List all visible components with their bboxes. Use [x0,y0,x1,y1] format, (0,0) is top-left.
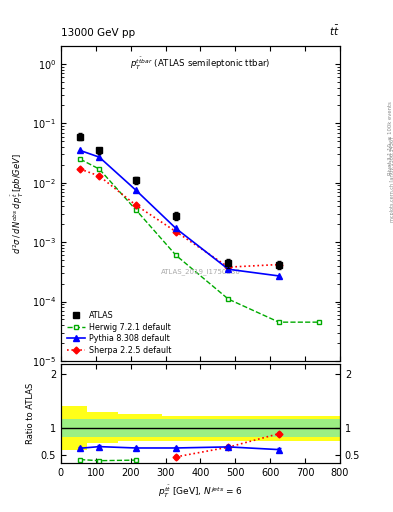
Legend: ATLAS, Herwig 7.2.1 default, Pythia 8.308 default, Sherpa 2.2.5 default: ATLAS, Herwig 7.2.1 default, Pythia 8.30… [65,309,174,357]
Text: mcplots.cern.ch [arXiv:1306.3436]: mcplots.cern.ch [arXiv:1306.3436] [390,137,393,222]
Text: ATLAS_2019_I1750330: ATLAS_2019_I1750330 [160,268,241,274]
Y-axis label: $d^2\sigma\,/\,dN^{obs}\,d\,p^{\bar{t}}_{T}\,[pb/GeV]$: $d^2\sigma\,/\,dN^{obs}\,d\,p^{\bar{t}}_… [10,153,26,254]
Text: $t\bar{t}$: $t\bar{t}$ [329,24,340,38]
X-axis label: $p^{t\bar{t}}_{T}$ [GeV], $N^{jets}$ = 6: $p^{t\bar{t}}_{T}$ [GeV], $N^{jets}$ = 6 [158,484,243,500]
Y-axis label: Ratio to ATLAS: Ratio to ATLAS [26,383,35,444]
Text: 13000 GeV pp: 13000 GeV pp [61,28,135,38]
Text: Rivet 3.1.10, ≥ 100k events: Rivet 3.1.10, ≥ 100k events [387,101,392,175]
Text: $p_T^{t\bar{t}bar}$ (ATLAS semileptonic ttbar): $p_T^{t\bar{t}bar}$ (ATLAS semileptonic … [130,55,271,72]
